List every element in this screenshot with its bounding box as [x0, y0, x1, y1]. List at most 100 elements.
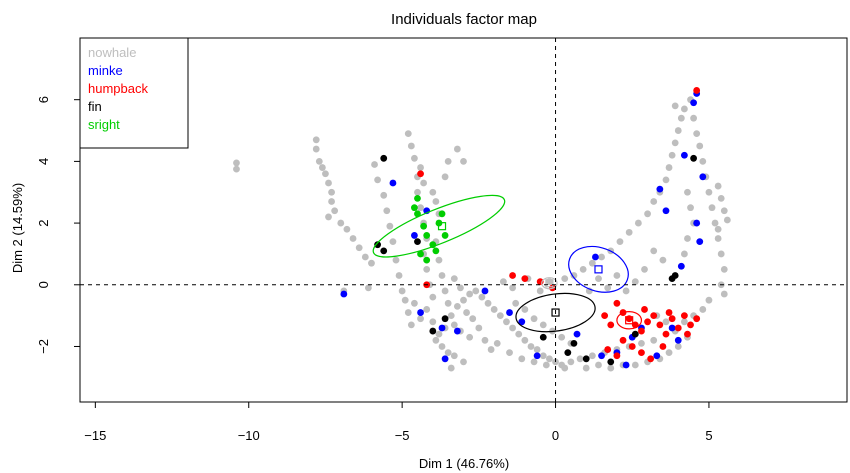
point-humpback-14 — [662, 330, 670, 338]
point-nowhale-90 — [469, 315, 477, 323]
point-nowhale-59 — [435, 330, 443, 338]
point-nowhale-108 — [570, 272, 578, 279]
x-axis: −15 −10 −5 0 5 — [84, 401, 713, 443]
point-nowhale-1 — [233, 165, 240, 173]
point-nowhale-10 — [331, 207, 339, 215]
point-minke-2 — [417, 309, 424, 316]
legend-box — [79, 37, 189, 149]
point-nowhale-84 — [588, 352, 596, 360]
point-humpback-29 — [607, 321, 615, 329]
point-nowhale-20 — [371, 161, 378, 168]
point-nowhale-178 — [457, 284, 464, 292]
point-minke-1 — [411, 232, 418, 239]
point-nowhale-114 — [625, 228, 633, 236]
point-nowhale-4 — [315, 157, 323, 165]
point-nowhale-99 — [530, 358, 538, 366]
point-nowhale-167 — [705, 296, 713, 304]
point-nowhale-105 — [536, 287, 544, 295]
confidence-ellipse-fin — [515, 292, 596, 333]
point-minke-6 — [481, 287, 489, 295]
point-nowhale-17 — [368, 259, 375, 267]
x-axis-label: Dim 1 (46.76%) — [419, 456, 509, 471]
point-nowhale-153 — [650, 247, 658, 255]
point-nowhale-182 — [487, 346, 495, 353]
point-humpback-27 — [693, 87, 701, 94]
point-nowhale-13 — [343, 225, 351, 233]
point-nowhale-169 — [674, 343, 682, 350]
x-tick-label-3: 0 — [552, 428, 559, 443]
point-minke-13 — [622, 361, 630, 369]
point-nowhale-111 — [598, 253, 605, 261]
point-nowhale-44 — [429, 188, 437, 196]
point-nowhale-2 — [312, 136, 320, 144]
point-humpback-0 — [417, 170, 424, 178]
point-minke-14 — [653, 352, 661, 360]
point-minke-18 — [680, 151, 688, 159]
point-nowhale-109 — [579, 265, 587, 273]
point-nowhale-45 — [432, 198, 440, 205]
point-nowhale-57 — [450, 321, 458, 329]
point-nowhale-68 — [478, 293, 486, 301]
point-nowhale-35 — [417, 204, 424, 212]
confidence-ellipse-sright — [372, 194, 506, 258]
point-nowhale-56 — [447, 312, 455, 320]
point-nowhale-28 — [398, 287, 406, 295]
y-tick-label-1: 0 — [36, 281, 51, 288]
point-nowhale-66 — [466, 290, 474, 298]
point-nowhale-48 — [444, 157, 452, 165]
point-nowhale-183 — [512, 299, 520, 307]
point-nowhale-124 — [677, 114, 685, 122]
point-fin-2 — [380, 154, 388, 162]
point-nowhale-143 — [720, 207, 728, 215]
point-nowhale-82 — [567, 358, 575, 366]
point-fin-5 — [539, 333, 547, 341]
point-nowhale-102 — [499, 278, 507, 286]
point-nowhale-157 — [613, 272, 621, 279]
point-nowhale-138 — [720, 265, 728, 273]
point-sright-2 — [420, 222, 428, 230]
point-minke-10 — [598, 352, 605, 360]
point-nowhale-65 — [460, 296, 467, 304]
point-nowhale-126 — [680, 105, 688, 113]
point-nowhale-164 — [680, 318, 688, 326]
point-nowhale-70 — [490, 306, 498, 313]
point-nowhale-179 — [450, 275, 458, 283]
barycenter-humpback — [625, 316, 634, 325]
point-nowhale-188 — [558, 333, 566, 341]
overlay-layer — [372, 194, 643, 333]
chart-title: Individuals factor map — [391, 11, 537, 28]
point-nowhale-129 — [693, 130, 701, 138]
point-fin-0 — [374, 241, 381, 249]
point-nowhale-121 — [668, 151, 676, 159]
point-nowhale-9 — [328, 198, 335, 205]
barycenter-nowhale — [545, 279, 554, 288]
point-humpback-31 — [665, 309, 673, 316]
x-tick-label-0: −15 — [84, 428, 106, 443]
point-minke-8 — [518, 318, 526, 326]
point-nowhale-158 — [604, 284, 612, 292]
point-nowhale-149 — [684, 235, 691, 242]
x-tick-label-1: −10 — [238, 428, 260, 443]
point-fin-1 — [380, 247, 388, 255]
y-axis: −2 0 2 4 6 — [36, 96, 81, 354]
point-nowhale-62 — [444, 349, 452, 357]
point-nowhale-77 — [533, 346, 541, 353]
point-minke-9 — [533, 352, 541, 360]
point-nowhale-136 — [714, 235, 722, 242]
point-humpback-28 — [601, 312, 609, 320]
point-nowhale-193 — [404, 309, 412, 316]
point-nowhale-177 — [582, 364, 590, 372]
point-nowhale-27 — [395, 272, 403, 279]
confidence-ellipse-nowhale — [541, 277, 558, 290]
point-minke-3 — [438, 324, 446, 332]
point-nowhale-12 — [337, 219, 345, 227]
plot-frame — [79, 37, 848, 403]
point-nowhale-23 — [383, 207, 391, 215]
point-nowhale-24 — [386, 222, 394, 230]
point-nowhale-54 — [441, 287, 449, 295]
point-nowhale-15 — [355, 244, 363, 252]
point-minke-0 — [340, 290, 348, 298]
legend-entry-sright: sright — [88, 117, 120, 132]
barycenter-sright — [437, 222, 447, 231]
point-fin-6 — [564, 349, 572, 357]
